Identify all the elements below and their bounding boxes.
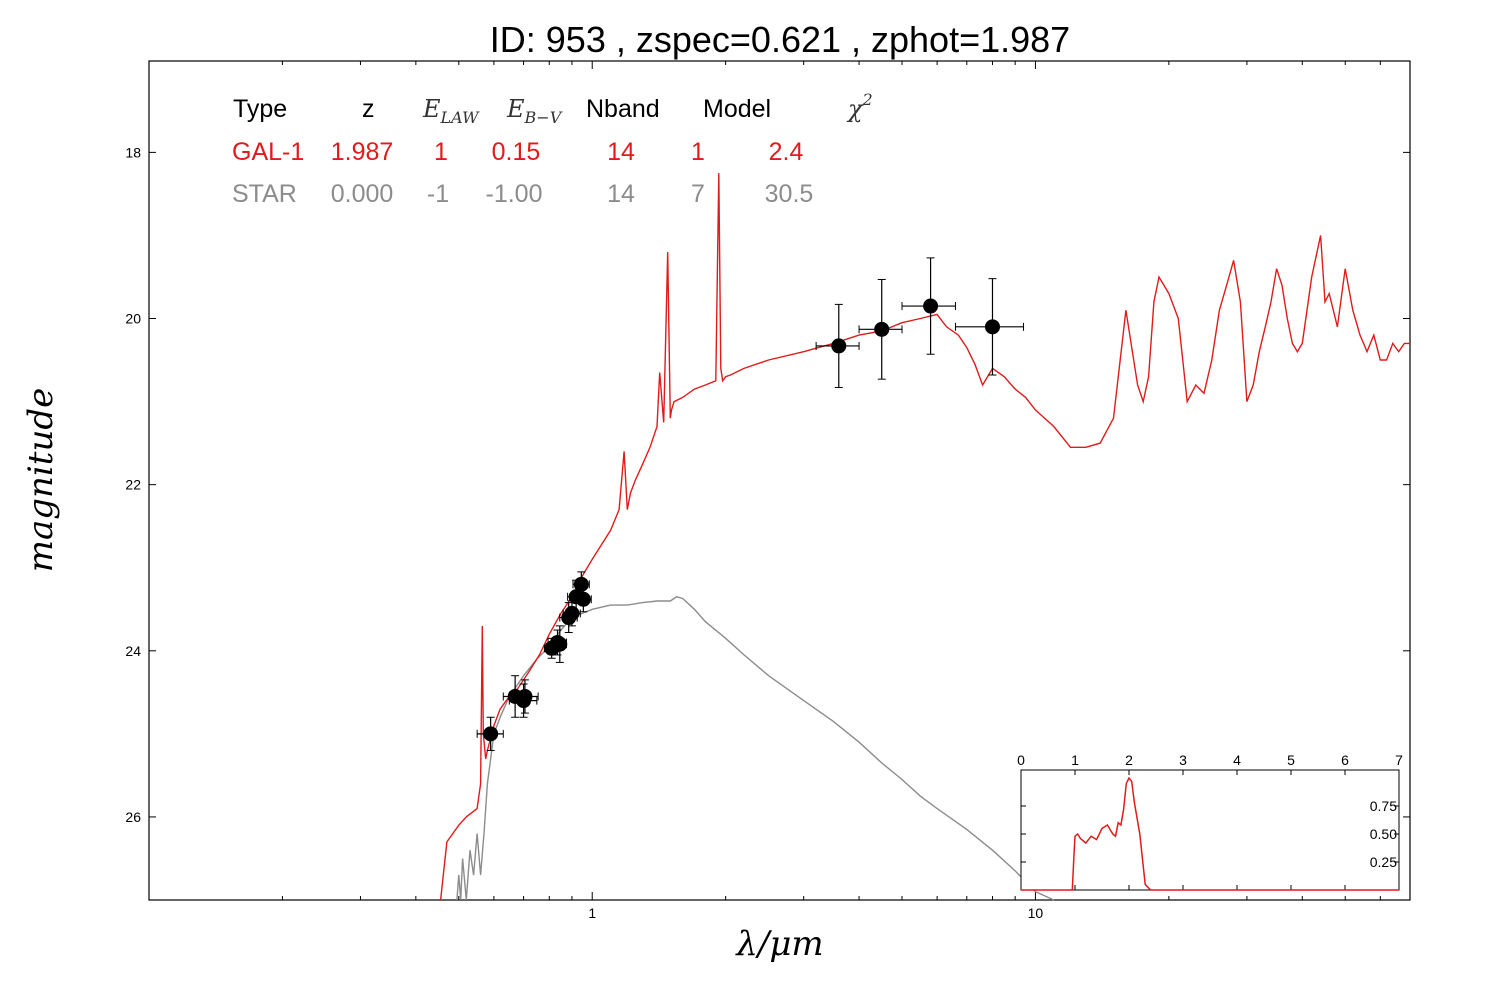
row-chi2: 2.4 (769, 138, 804, 166)
row-nband: 14 (607, 138, 635, 166)
data-point (954, 278, 1025, 376)
data-point (815, 303, 860, 388)
main-plot-frame (148, 60, 1411, 901)
data-point (901, 257, 956, 355)
fit-results-table: Type z ELAW EB−V Nband Model χ2 GAL-1 1.… (232, 90, 873, 208)
data-point (574, 586, 592, 613)
inset-x-tick-label: 6 (1341, 752, 1349, 768)
inset-x-tick-label: 1 (1071, 752, 1079, 768)
inset-curve (1021, 776, 1399, 891)
y-tick-label: 24 (125, 643, 141, 659)
data-point (562, 600, 581, 627)
inset-x-tick-label: 4 (1233, 752, 1241, 768)
y-tick-label: 22 (125, 477, 141, 493)
point-marker (984, 319, 1000, 335)
inset-x-tick-label: 0 (1017, 752, 1025, 768)
point-marker (573, 576, 589, 592)
data-point (858, 278, 903, 380)
point-marker (517, 688, 533, 704)
inset-x-tick-label: 2 (1125, 752, 1133, 768)
point-marker (874, 321, 890, 337)
series-star-line (456, 596, 1055, 901)
point-marker (575, 591, 591, 607)
header-nband: Nband (586, 95, 660, 123)
y-axis-label: magnitude (21, 388, 61, 573)
row-type: GAL-1 (232, 138, 304, 166)
y-tick-label: 20 (125, 311, 141, 327)
data-point (476, 716, 504, 751)
header-model: Model (703, 95, 771, 123)
table-row-star: STAR 0.000 -1 -1.00 14 7 30.5 (232, 180, 813, 208)
point-marker (923, 298, 939, 314)
row-model: 1 (691, 138, 705, 166)
row-model: 7 (691, 180, 705, 208)
row-type: STAR (232, 180, 297, 208)
table-row-galaxy: GAL-1 1.987 1 0.15 14 1 2.4 (232, 138, 803, 166)
row-ebv: -1.00 (486, 180, 543, 208)
x-tick-label: 1 (588, 905, 596, 921)
data-point (510, 679, 539, 714)
header-z: z (362, 95, 375, 123)
row-elaw: 1 (434, 138, 448, 166)
inset-x-tick-label: 3 (1179, 752, 1187, 768)
row-nband: 14 (607, 180, 635, 208)
header-ebv: EB−V (506, 95, 563, 127)
y-tick-label: 18 (125, 144, 141, 160)
inset-y-tick-label: 0.50 (1370, 826, 1397, 842)
point-marker (483, 726, 499, 742)
inset-x-tick-label: 5 (1287, 752, 1295, 768)
inset-series-pdf-line (1021, 776, 1399, 891)
inset-y-tick-label: 0.25 (1370, 854, 1397, 870)
inset-axis-ticks: 0 1 2 3 4 5 6 7 0.25 0.50 0.75 (1017, 752, 1403, 890)
x-tick-label: 10 (1028, 905, 1044, 921)
header-type: Type (233, 95, 287, 123)
inset-frame (1020, 769, 1400, 891)
chart-title: ID: 953 , zspec=0.621 , zphot=1.987 (490, 19, 1070, 60)
point-marker (831, 338, 847, 354)
inset-redshift-pdf: 0 1 2 3 4 5 6 7 0.25 0.50 0.75 (1017, 752, 1403, 891)
header-chi2: χ2 (846, 90, 873, 123)
row-ebv: 0.15 (492, 138, 541, 166)
inset-x-tick-label: 7 (1395, 752, 1403, 768)
row-z: 0.000 (331, 180, 394, 208)
row-chi2: 30.5 (765, 180, 814, 208)
inset-y-tick-label: 0.75 (1370, 798, 1397, 814)
x-axis-label: λ/μm (734, 924, 823, 964)
photometry-points (476, 257, 1025, 751)
point-marker (552, 636, 568, 652)
y-tick-label: 26 (125, 809, 141, 825)
row-elaw: -1 (427, 180, 449, 208)
row-z: 1.987 (331, 138, 394, 166)
header-elaw: ELAW (422, 95, 480, 127)
data-point (552, 625, 568, 663)
